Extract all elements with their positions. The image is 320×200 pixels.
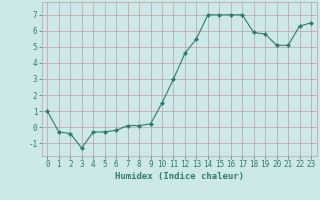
X-axis label: Humidex (Indice chaleur): Humidex (Indice chaleur) <box>115 172 244 181</box>
